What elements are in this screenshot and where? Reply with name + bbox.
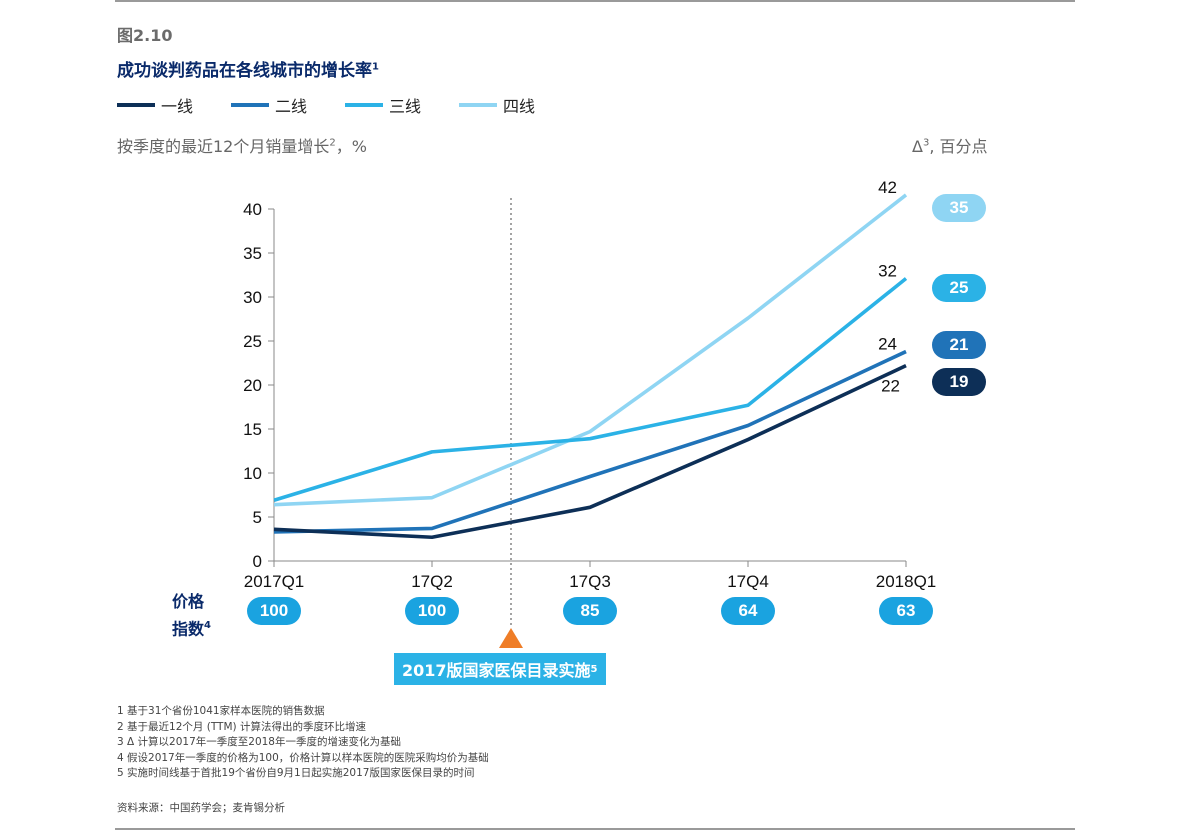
- legend-label-tier4: 四线: [503, 97, 536, 116]
- policy-event-sup: 5: [590, 663, 598, 675]
- figure-number: 图2.10: [117, 26, 173, 45]
- end-value-label-tier3: 32: [878, 262, 897, 281]
- y-tick-label: 0: [253, 552, 262, 571]
- y-axis-subtitle: 按季度的最近12个月销量增长2，%: [117, 133, 367, 157]
- legend: 一线 二线 三线 四线: [117, 93, 535, 117]
- end-value-label-tier4: 42: [878, 178, 897, 197]
- delta-bubble-tier2: 21: [932, 331, 986, 359]
- delta-unit-label: Δ3, 百分点: [912, 133, 988, 157]
- legend-label-tier2: 二线: [275, 97, 308, 116]
- y-tick-label: 30: [243, 288, 262, 307]
- price-index-bubble: 63: [879, 597, 933, 625]
- y-tick-label: 10: [243, 464, 262, 483]
- footnote-4: 4 假设2017年一季度的价格为100，价格计算以样本医院的医院采购均价为基础: [117, 751, 489, 764]
- price-index-label-sup: 4: [204, 620, 211, 631]
- chart-title-text: 成功谈判药品在各线城市的增长率: [117, 61, 372, 81]
- series-line-tier4: [273, 193, 908, 507]
- legend-item-tier4: 四线: [459, 93, 535, 117]
- price-index-label-line1: 价格: [172, 592, 205, 611]
- y-tick-label: 25: [243, 332, 262, 351]
- price-index-bubble: 85: [563, 597, 617, 625]
- subtitle-text: 按季度的最近12个月销量增长: [117, 137, 330, 156]
- end-value-label-tier2: 24: [878, 335, 897, 354]
- delta-bubble-tier3: 25: [932, 274, 986, 302]
- line-chart: 0 5 10 15 20 25 30 35 40 2017Q1 17Q2 17Q3 17Q4 2018Q1…: [243, 178, 937, 648]
- legend-swatch-tier2: [231, 103, 270, 107]
- y-tick-label: 15: [243, 420, 262, 439]
- top-rule: [115, 0, 1075, 2]
- legend-item-tier1: 一线: [117, 93, 193, 117]
- x-tick-label: 17Q3: [569, 572, 611, 591]
- y-tick-label: 40: [243, 200, 262, 219]
- subtitle-unit: ，%: [335, 137, 367, 156]
- price-index-bubble: 100: [405, 597, 459, 625]
- policy-event-text: 2017版国家医保目录实施: [402, 661, 591, 680]
- footnote-1: 1 基于31个省份1041家样本医院的销售数据: [117, 705, 325, 717]
- legend-label-tier1: 一线: [161, 97, 194, 116]
- series-line-tier3: [273, 277, 908, 503]
- legend-item-tier3: 三线: [345, 93, 421, 117]
- y-tick-label: 20: [243, 376, 262, 395]
- price-index-label: 价格 指数4: [172, 590, 211, 641]
- footnote-2: 2 基于最近12个月 (TTM) 计算法得出的季度环比增速: [117, 720, 366, 733]
- bottom-rule: [115, 828, 1075, 830]
- end-value-label-tier1: 22: [881, 377, 900, 396]
- price-index-bubble: 64: [721, 597, 775, 625]
- policy-event-box: 2017版国家医保目录实施 5: [394, 653, 606, 685]
- legend-label-tier3: 三线: [389, 97, 422, 116]
- delta-bubble-tier4: 35: [932, 194, 986, 222]
- event-marker-triangle: [499, 628, 523, 648]
- x-tick-label: 17Q4: [727, 572, 769, 591]
- x-tick-label: 2018Q1: [876, 572, 937, 591]
- delta-bubble-tier1: 19: [932, 368, 986, 396]
- legend-swatch-tier3: [345, 103, 384, 107]
- series-line-tier1: [273, 364, 907, 540]
- x-tick-label: 2017Q1: [244, 572, 305, 591]
- delta-symbol: Δ: [912, 137, 923, 156]
- delta-unit-text: , 百分点: [929, 137, 988, 156]
- chart-title-sup: 1: [372, 61, 379, 73]
- subtitle-sup: 2: [329, 137, 336, 149]
- y-tick-label: 35: [243, 244, 262, 263]
- footnote-5: 5 实施时间线基于首批19个省份自9月1日起实施2017版国家医保目录的时间: [117, 767, 475, 779]
- source-note: 资料来源：中国药学会；麦肯锡分析: [117, 802, 285, 814]
- legend-item-tier2: 二线: [231, 93, 307, 117]
- y-tick-label: 5: [253, 508, 262, 527]
- x-tick-label: 17Q2: [411, 572, 453, 591]
- price-index-label-line2: 指数4: [172, 614, 211, 641]
- price-index-bubble: 100: [247, 597, 301, 625]
- chart-title: 成功谈判药品在各线城市的增长率1: [117, 56, 379, 81]
- delta-sup: 3: [922, 137, 930, 149]
- footnote-3: 3 Δ 计算以2017年一季度至2018年一季度的增速变化为基础: [117, 736, 401, 748]
- footnotes: 1 基于31个省份1041家样本医院的销售数据 2 基于最近12个月 (TTM)…: [117, 704, 489, 782]
- legend-swatch-tier4: [459, 103, 498, 107]
- price-index-label-line2-text: 指数: [172, 619, 205, 639]
- legend-swatch-tier1: [117, 103, 155, 107]
- series-line-tier2: [273, 349, 907, 534]
